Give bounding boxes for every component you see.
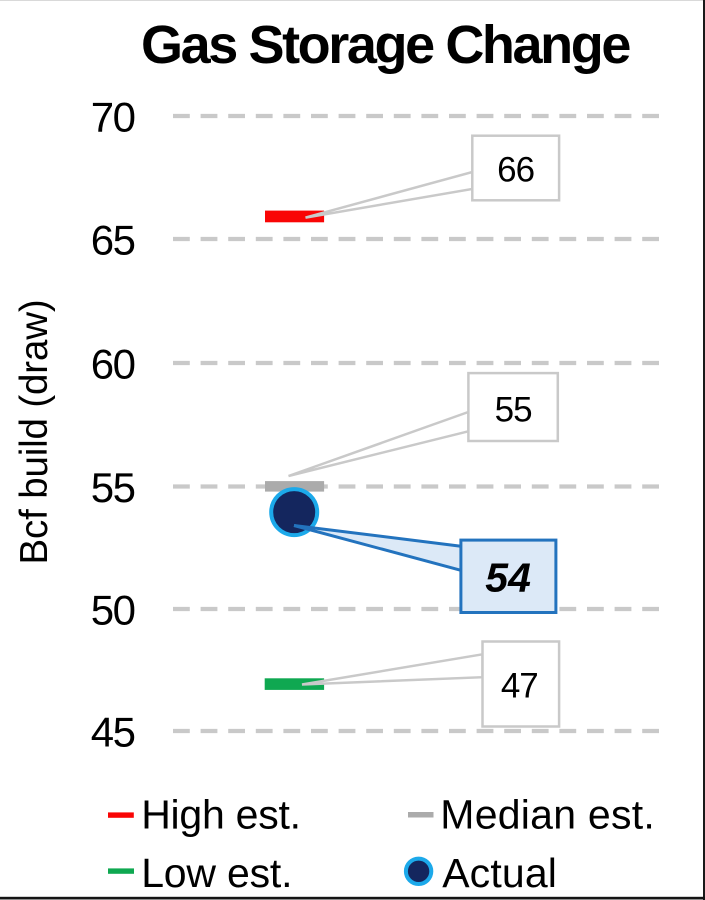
svg-text:54: 54 <box>485 555 531 601</box>
svg-text:55: 55 <box>495 391 532 430</box>
svg-text:High est.: High est. <box>141 792 301 838</box>
svg-text:Low est.: Low est. <box>141 850 292 896</box>
svg-text:Bcf build (draw): Bcf build (draw) <box>13 299 56 564</box>
svg-text:Median est.: Median est. <box>440 792 655 838</box>
svg-text:60: 60 <box>91 340 135 387</box>
svg-text:45: 45 <box>91 708 135 755</box>
svg-text:50: 50 <box>91 586 135 633</box>
svg-text:Gas Storage Change: Gas Storage Change <box>141 15 630 75</box>
svg-text:65: 65 <box>91 216 135 263</box>
svg-text:Actual: Actual <box>442 850 557 896</box>
svg-text:66: 66 <box>497 151 534 190</box>
svg-text:47: 47 <box>501 667 538 706</box>
svg-text:70: 70 <box>91 93 135 140</box>
svg-text:55: 55 <box>91 464 135 511</box>
